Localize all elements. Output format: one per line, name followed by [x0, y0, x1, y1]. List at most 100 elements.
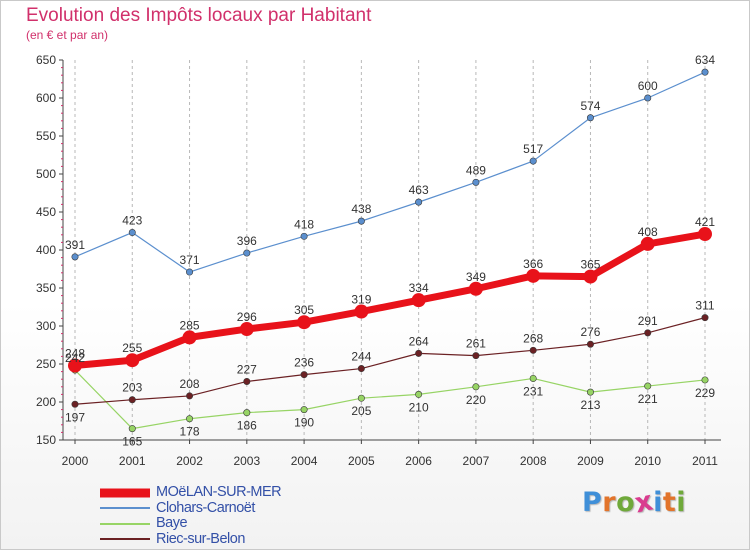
x-tick-label-2011: 2011: [692, 454, 718, 468]
y-tick-label-600: 600: [36, 91, 56, 105]
label-layer: 150 200 250 300 350 400 450 500 550 600 650 2000 200…: [36, 53, 718, 468]
point-riec-sur-belon-2005: [357, 365, 365, 373]
point-mo-lan-sur-mer-2007: [468, 281, 483, 296]
data-label-riec-sur-belon-2010: 291: [638, 314, 658, 328]
point-baye-2006: [415, 390, 423, 398]
axis-layer: [59, 59, 721, 444]
point-clohars-carno-t-2010: [644, 94, 652, 102]
legend-label-baye: Baye: [156, 515, 188, 531]
data-label-riec-sur-belon-2008: 268: [523, 331, 543, 345]
x-tick-label-2009: 2009: [577, 454, 604, 468]
data-label-baye-2004: 190: [294, 416, 314, 430]
data-label-riec-sur-belon-2004: 236: [294, 356, 314, 370]
point-baye-2007: [472, 383, 480, 391]
point-mo-lan-sur-mer-2011: [698, 227, 712, 242]
point-baye-2002: [186, 415, 194, 423]
data-label-baye-2009: 213: [580, 398, 600, 412]
data-label-clohars-carno-t-2007: 489: [466, 163, 486, 177]
data-label-baye-2007: 220: [466, 393, 486, 407]
point-baye-2008: [529, 374, 537, 382]
data-label-baye-2006: 210: [409, 400, 429, 414]
point-riec-sur-belon-2007: [472, 352, 480, 360]
data-label-clohars-carno-t-2003: 396: [237, 234, 257, 248]
point-clohars-carno-t-2002: [186, 268, 194, 276]
data-label-baye-2008: 231: [523, 384, 543, 398]
point-riec-sur-belon-2004: [300, 371, 308, 379]
point-baye-2004: [300, 406, 308, 414]
point-mo-lan-sur-mer-2001: [125, 353, 140, 368]
point-clohars-carno-t-2008: [529, 157, 537, 165]
data-label-baye-2000: 242: [65, 351, 85, 365]
point-riec-sur-belon-2000: [71, 400, 79, 408]
point-baye-2003: [243, 409, 251, 417]
data-label-clohars-carno-t-2009: 574: [580, 99, 600, 113]
point-riec-sur-belon-2010: [644, 329, 652, 337]
point-clohars-carno-t-2009: [586, 114, 594, 122]
data-label-riec-sur-belon-2007: 261: [466, 337, 486, 351]
logo-letter: r: [602, 487, 617, 518]
data-label-riec-sur-belon-2009: 276: [580, 325, 600, 339]
series-line-baye: [74, 369, 706, 430]
point-baye-2005: [357, 394, 365, 402]
x-tick-label-2008: 2008: [520, 454, 547, 468]
data-label-riec-sur-belon-2005: 244: [351, 350, 371, 364]
data-label-clohars-carno-t-2002: 371: [180, 253, 200, 267]
legend-swatch-mo-lan-sur-mer: [100, 488, 150, 498]
legend-label-riec-sur-belon: Riec-sur-Belon: [156, 530, 245, 547]
point-mo-lan-sur-mer-2000: [68, 358, 82, 373]
point-baye-2009: [586, 388, 594, 396]
data-label-baye-2010: 221: [638, 392, 658, 406]
logo-letter: o: [616, 487, 636, 518]
data-label-mo-lan-sur-mer-2002: 285: [180, 318, 200, 332]
point-mo-lan-sur-mer-2004: [297, 315, 312, 330]
x-tick-label-2010: 2010: [634, 454, 661, 468]
legend-swatch-riec-sur-belon: [100, 538, 150, 541]
legend-label-clohars-carno-t: Clohars-Carnoët: [156, 499, 255, 516]
data-label-mo-lan-sur-mer-2010: 408: [638, 225, 658, 239]
data-label-mo-lan-sur-mer-2001: 255: [122, 341, 142, 355]
data-label-riec-sur-belon-2000: 197: [65, 410, 85, 424]
point-clohars-carno-t-2007: [472, 178, 480, 186]
x-tick-label-2003: 2003: [233, 454, 260, 468]
point-riec-sur-belon-2008: [529, 346, 537, 354]
point-clohars-carno-t-2005: [357, 217, 365, 225]
point-mo-lan-sur-mer-2002: [182, 330, 197, 345]
point-mo-lan-sur-mer-2005: [354, 304, 369, 319]
point-riec-sur-belon-2011: [701, 314, 709, 322]
data-label-clohars-carno-t-2004: 418: [294, 217, 314, 231]
data-label-mo-lan-sur-mer-2004: 305: [294, 303, 314, 317]
point-clohars-carno-t-2003: [243, 249, 251, 257]
logo-letter: i: [653, 487, 663, 518]
data-label-clohars-carno-t-2010: 600: [638, 79, 658, 93]
y-tick-label-250: 250: [36, 357, 56, 371]
data-label-clohars-carno-t-2001: 423: [122, 214, 142, 228]
point-mo-lan-sur-mer-2003: [239, 322, 254, 337]
y-tick-label-300: 300: [36, 319, 56, 333]
legend-swatch-baye: [100, 522, 150, 525]
x-tick-label-2004: 2004: [291, 454, 318, 468]
point-riec-sur-belon-2002: [186, 392, 194, 400]
proxiti-logo: Proxiti: [582, 485, 686, 519]
series-line-riec-sur-belon: [74, 317, 706, 405]
data-label-baye-2003: 186: [237, 419, 257, 433]
data-label-baye-2002: 178: [180, 425, 200, 439]
x-tick-label-2006: 2006: [405, 454, 432, 468]
data-label-mo-lan-sur-mer-2006: 334: [409, 281, 429, 295]
data-label-mo-lan-sur-mer-2003: 296: [237, 310, 257, 324]
grid-layer: [74, 60, 706, 440]
legend-swatch-clohars-carno-t: [100, 507, 150, 510]
point-mo-lan-sur-mer-2008: [526, 268, 541, 283]
data-label-mo-lan-sur-mer-2011: 421: [695, 215, 715, 229]
point-mo-lan-sur-mer-2009: [583, 269, 598, 284]
y-tick-label-450: 450: [36, 205, 56, 219]
point-clohars-carno-t-2004: [300, 232, 308, 240]
data-label-baye-2011: 229: [695, 386, 715, 400]
point-clohars-carno-t-2001: [128, 229, 136, 237]
y-tick-label-650: 650: [36, 53, 56, 67]
data-label-mo-lan-sur-mer-2000: 248: [65, 347, 85, 361]
series-layer: [68, 68, 712, 433]
legend-label-mo-lan-sur-mer: MOëLAN-SUR-MER: [156, 484, 282, 500]
point-riec-sur-belon-2001: [128, 396, 136, 404]
